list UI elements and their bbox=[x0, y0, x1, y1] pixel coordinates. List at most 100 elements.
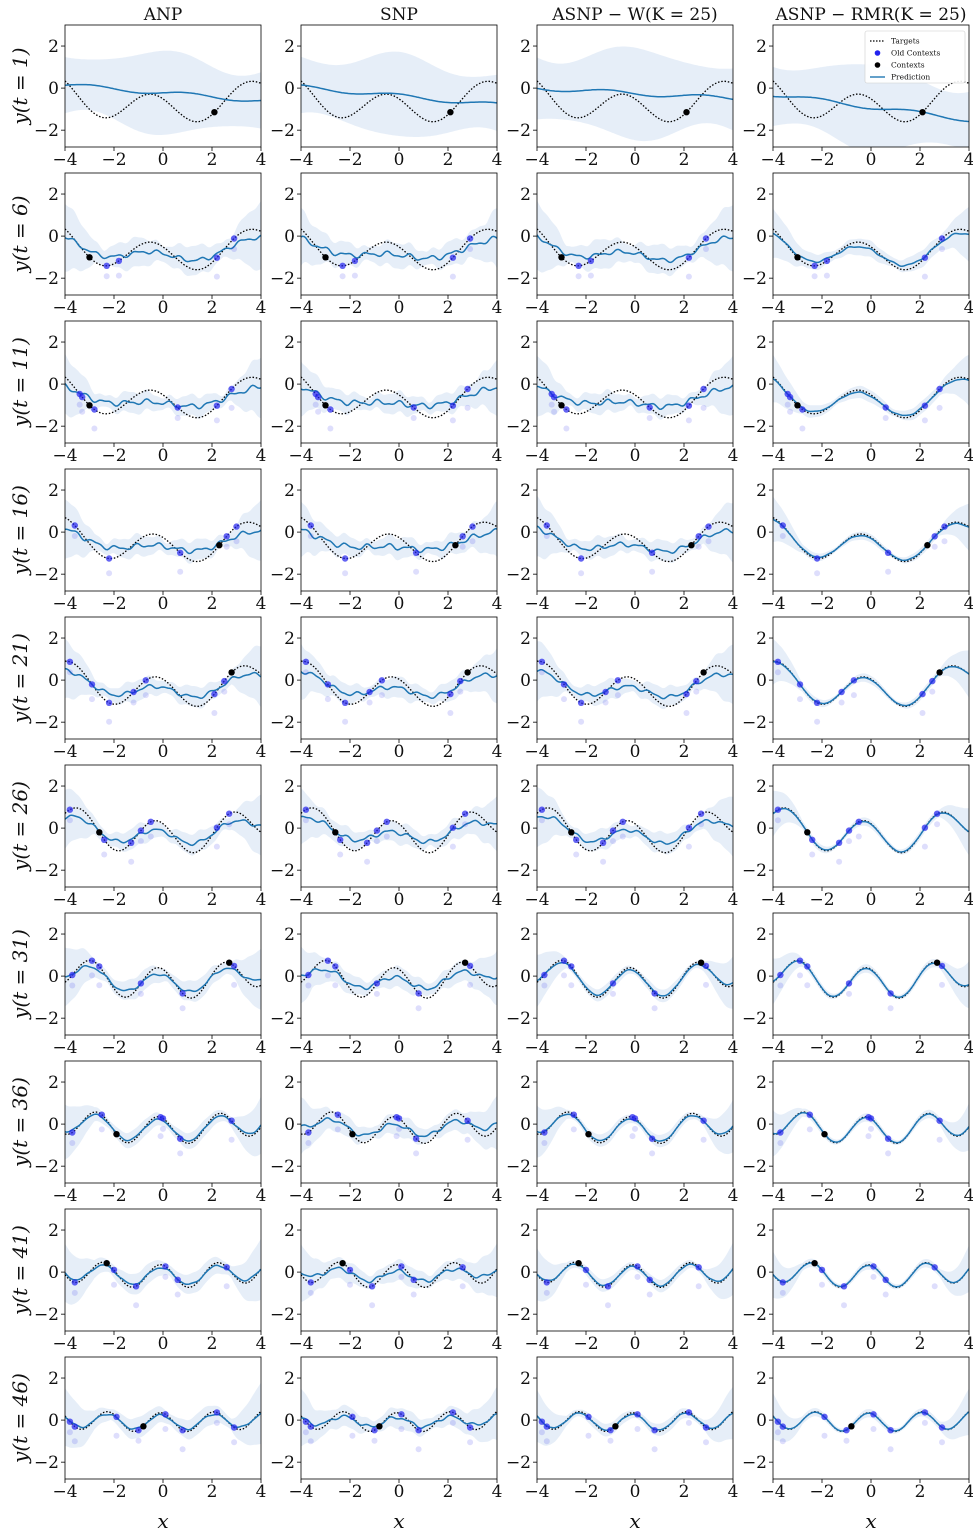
faded-context-point bbox=[774, 1429, 781, 1436]
target-line bbox=[65, 660, 261, 708]
y-tick-label: 0 bbox=[520, 967, 531, 987]
faded-context-point bbox=[174, 1291, 181, 1298]
x-tick-label: 2 bbox=[679, 1186, 690, 1206]
faded-context-point bbox=[410, 415, 417, 421]
old-context-point bbox=[651, 1427, 658, 1434]
context-point bbox=[228, 669, 235, 676]
x-tick-label: 0 bbox=[394, 1186, 405, 1206]
faded-context-point bbox=[71, 533, 78, 539]
context-point bbox=[211, 109, 218, 116]
faded-context-point bbox=[882, 415, 889, 421]
faded-context-point bbox=[213, 843, 220, 850]
panel: −4 −2 0 2 4 2 0 −2 bbox=[270, 1208, 502, 1354]
x-tick-label: −4 bbox=[288, 594, 313, 614]
y-tick-label: 2 bbox=[756, 37, 767, 57]
y-tick-label: 2 bbox=[520, 925, 531, 945]
old-context-point bbox=[835, 839, 843, 846]
y-tick-label: 2 bbox=[756, 333, 767, 353]
y-tick-label: −2 bbox=[506, 861, 531, 881]
x-tick-label: −2 bbox=[809, 742, 834, 762]
x-tick-label: 2 bbox=[679, 150, 690, 170]
old-context-point bbox=[697, 810, 705, 817]
context-point bbox=[683, 109, 690, 116]
faded-context-point bbox=[939, 1439, 945, 1446]
old-context-point bbox=[921, 254, 929, 261]
old-context-point bbox=[919, 690, 926, 698]
x-tick-label: −4 bbox=[760, 742, 785, 762]
x-tick-label: −2 bbox=[101, 446, 126, 466]
x-tick-label: 4 bbox=[728, 446, 739, 466]
y-tick-label: 0 bbox=[48, 227, 59, 247]
x-tick-label: 2 bbox=[915, 594, 926, 614]
y-tick-label: 0 bbox=[48, 1411, 59, 1431]
old-context-point bbox=[602, 688, 609, 696]
faded-context-point bbox=[221, 688, 228, 695]
x-tick-label: −4 bbox=[524, 594, 549, 614]
y-tick-label: 0 bbox=[520, 227, 531, 247]
faded-context-point bbox=[101, 851, 108, 858]
x-tick-label: 4 bbox=[256, 890, 267, 910]
target-line bbox=[537, 228, 733, 271]
y-tick-label: −2 bbox=[506, 417, 531, 437]
prediction-line bbox=[65, 383, 261, 410]
y-tick-label: 0 bbox=[48, 79, 59, 99]
target-line bbox=[65, 228, 261, 271]
context-point bbox=[558, 402, 565, 409]
prediction-line bbox=[65, 667, 261, 699]
context-point bbox=[585, 1131, 592, 1138]
faded-context-point bbox=[307, 1438, 314, 1445]
faded-context-point bbox=[179, 1005, 186, 1012]
old-context-point bbox=[337, 836, 344, 843]
old-context-point bbox=[213, 402, 221, 409]
context-point bbox=[322, 254, 329, 261]
x-tick-label: −4 bbox=[288, 1038, 313, 1058]
y-tick-label: 2 bbox=[756, 1369, 767, 1389]
faded-context-point bbox=[936, 1136, 943, 1143]
faded-context-point bbox=[373, 838, 380, 845]
faded-context-point bbox=[885, 568, 892, 575]
x-tick-label: −2 bbox=[809, 594, 834, 614]
y-tick-label: 2 bbox=[284, 481, 295, 501]
old-context-point bbox=[882, 404, 889, 411]
old-context-point bbox=[777, 971, 784, 979]
faded-context-point bbox=[398, 1426, 405, 1432]
x-tick-label: −4 bbox=[760, 150, 785, 170]
faded-context-point bbox=[819, 1281, 825, 1288]
old-context-point bbox=[813, 699, 821, 706]
x-tick-label: −4 bbox=[288, 298, 313, 318]
faded-context-point bbox=[921, 843, 928, 850]
x-tick-label: 0 bbox=[394, 594, 405, 614]
faded-context-point bbox=[179, 1446, 186, 1453]
x-tick-label: −2 bbox=[809, 1186, 834, 1206]
y-tick-label: 2 bbox=[48, 629, 59, 649]
faded-context-point bbox=[66, 669, 73, 676]
old-context-point bbox=[936, 385, 943, 393]
x-tick-label: 0 bbox=[394, 150, 405, 170]
old-context-point bbox=[378, 677, 386, 684]
old-context-point bbox=[307, 1279, 314, 1286]
faded-context-point bbox=[130, 699, 137, 706]
x-tick-label: 2 bbox=[915, 890, 926, 910]
prediction-line bbox=[301, 1266, 497, 1284]
faded-context-point bbox=[651, 1005, 658, 1012]
old-context-point bbox=[577, 555, 585, 562]
panel: −4 −2 0 2 4 2 0 −2 bbox=[506, 1356, 738, 1502]
old-context-point bbox=[685, 402, 693, 409]
faded-context-point bbox=[162, 1426, 169, 1432]
x-tick-label: 4 bbox=[256, 150, 267, 170]
panel: −4 −2 0 2 4 2 0 −2 bbox=[270, 320, 502, 466]
y-tick-label: 0 bbox=[520, 1411, 531, 1431]
old-context-point bbox=[103, 262, 110, 269]
prediction-line bbox=[537, 384, 733, 410]
row-label: y(t = 21) bbox=[8, 633, 32, 724]
old-context-point bbox=[147, 818, 154, 825]
uncertainty-band bbox=[301, 501, 497, 561]
faded-context-point bbox=[610, 990, 616, 997]
x-tick-label: 4 bbox=[728, 298, 739, 318]
old-context-point bbox=[651, 990, 658, 997]
old-context-point bbox=[796, 957, 804, 964]
x-tick-label: −4 bbox=[52, 446, 77, 466]
old-context-point bbox=[113, 1413, 120, 1421]
y-tick-label: 0 bbox=[756, 523, 767, 543]
x-tick-label: 0 bbox=[394, 298, 405, 318]
